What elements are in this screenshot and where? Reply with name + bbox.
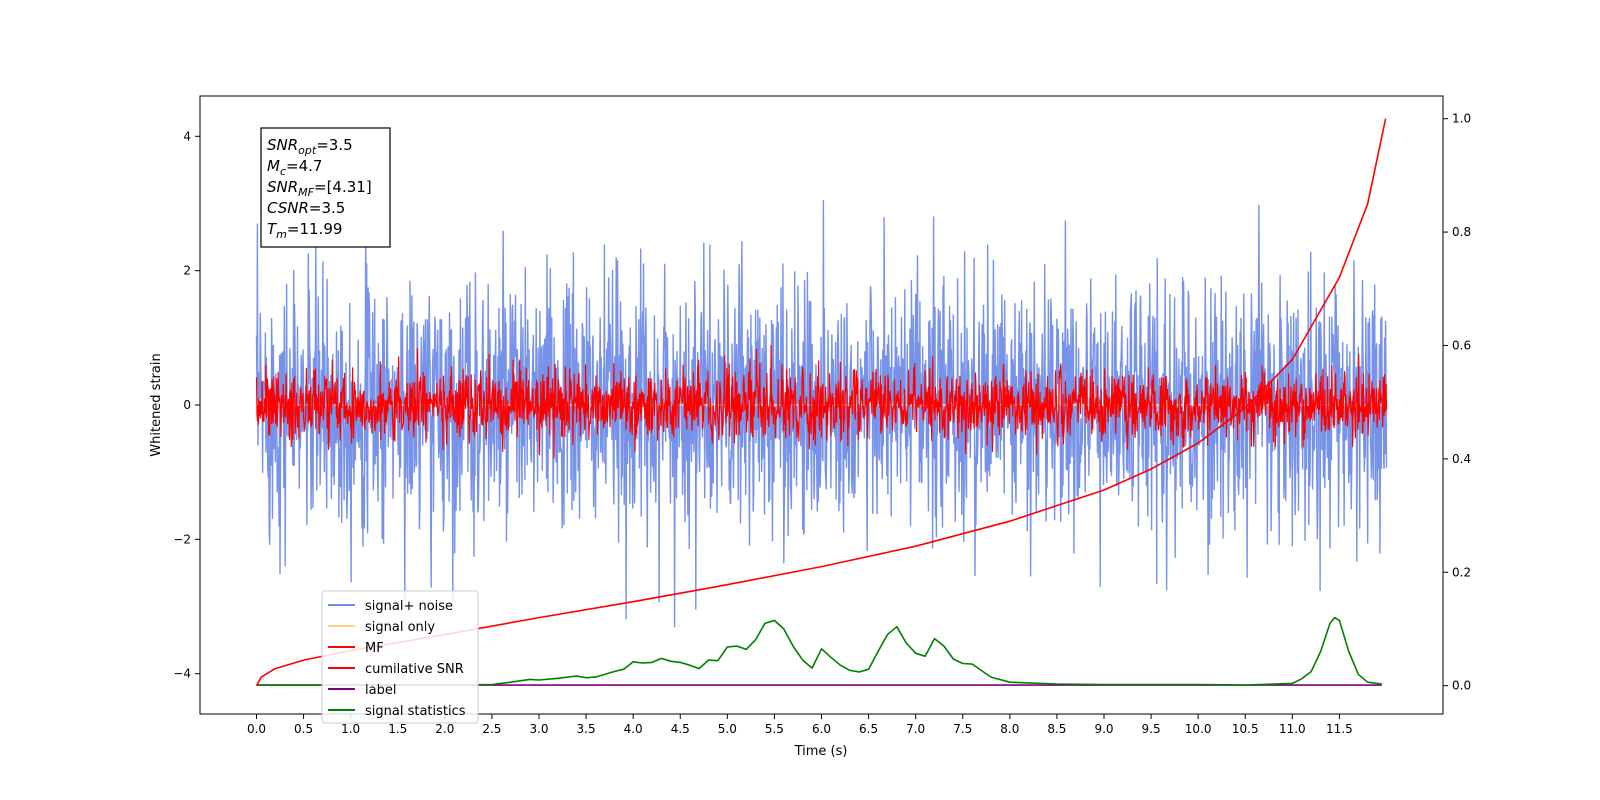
x-tick-label: 6.0 <box>812 722 831 736</box>
legend-label: MF <box>365 641 384 656</box>
annotation-line: CSNR=3.5 <box>267 199 345 217</box>
x-tick-label: 11.5 <box>1326 722 1353 736</box>
y2-tick-label: 0.2 <box>1452 565 1471 579</box>
y2-tick-label: 0.6 <box>1452 338 1471 352</box>
x-tick-label: 10.5 <box>1232 722 1259 736</box>
x-tick-label: 3.0 <box>529 722 548 736</box>
x-tick-label: 11.0 <box>1279 722 1306 736</box>
x-axis-ticks: 0.0 0.5 1.0 1.5 2.0 2.5 3.0 3.5 4.0 4.5 5.0 5.5 6.0 6… <box>247 714 1353 736</box>
x-tick-label: 0.0 <box>247 722 266 736</box>
x-tick-label: 6.5 <box>859 722 878 736</box>
annotation-line: Mc=4.7 <box>267 157 322 178</box>
y2-tick-label: 1.0 <box>1452 112 1471 126</box>
legend-label: label <box>365 683 396 698</box>
x-tick-label: 7.5 <box>953 722 972 736</box>
y-axis-right-ticks: 0.0 0.2 0.4 0.6 0.8 1.0 <box>1443 112 1471 693</box>
series-line-mf <box>255 344 1388 459</box>
y-tick-label: 4 <box>183 129 191 143</box>
series-line-cumilative-snr <box>255 118 1387 687</box>
series-line-signal-statistics <box>256 616 1382 686</box>
y2-tick-label: 0.0 <box>1452 679 1471 693</box>
x-tick-label: 2.0 <box>435 722 454 736</box>
x-tick-label: 5.0 <box>718 722 737 736</box>
legend-label: cumilative SNR <box>365 662 464 677</box>
x-tick-label: 8.5 <box>1047 722 1066 736</box>
x-tick-label: 7.0 <box>906 722 925 736</box>
annotation-line: SNRopt=3.5 <box>267 136 353 157</box>
x-tick-label: 8.0 <box>1000 722 1019 736</box>
y-tick-label: −4 <box>173 667 191 681</box>
x-tick-label: 1.5 <box>388 722 407 736</box>
legend-frame <box>321 590 479 724</box>
x-tick-label: 3.5 <box>577 722 596 736</box>
x-tick-label: 9.0 <box>1094 722 1113 736</box>
y2-tick-label: 0.8 <box>1452 225 1471 239</box>
x-tick-label: 4.0 <box>624 722 643 736</box>
x-tick-label: 1.0 <box>341 722 360 736</box>
y-tick-label: 2 <box>183 264 191 278</box>
x-tick-label: 9.5 <box>1142 722 1161 736</box>
y2-tick-label: 0.4 <box>1452 452 1471 466</box>
annotation-line: Tm=11.99 <box>267 220 342 241</box>
legend-label: signal only <box>365 620 435 635</box>
legend-label: signal+ noise <box>365 599 453 614</box>
x-tick-label: 4.5 <box>671 722 690 736</box>
x-tick-label: 5.5 <box>765 722 784 736</box>
x-tick-label: 0.5 <box>294 722 313 736</box>
x-tick-label: 10.0 <box>1185 722 1212 736</box>
y-tick-label: 0 <box>183 398 191 412</box>
legend: signal+ noise signal only MF cumilative SNR… <box>321 590 479 724</box>
annotation-line: SNRMF=[4.31] <box>267 178 372 199</box>
x-tick-label: 2.5 <box>482 722 501 736</box>
legend-label: signal statistics <box>365 704 466 719</box>
y-axis-left-ticks: −4 −2 0 2 4 <box>173 129 200 681</box>
x-axis-label: Time (s) <box>794 744 848 759</box>
y-tick-label: −2 <box>173 532 191 546</box>
y-axis-label: Whitened strain <box>149 353 164 456</box>
annotation-frame <box>260 127 391 248</box>
